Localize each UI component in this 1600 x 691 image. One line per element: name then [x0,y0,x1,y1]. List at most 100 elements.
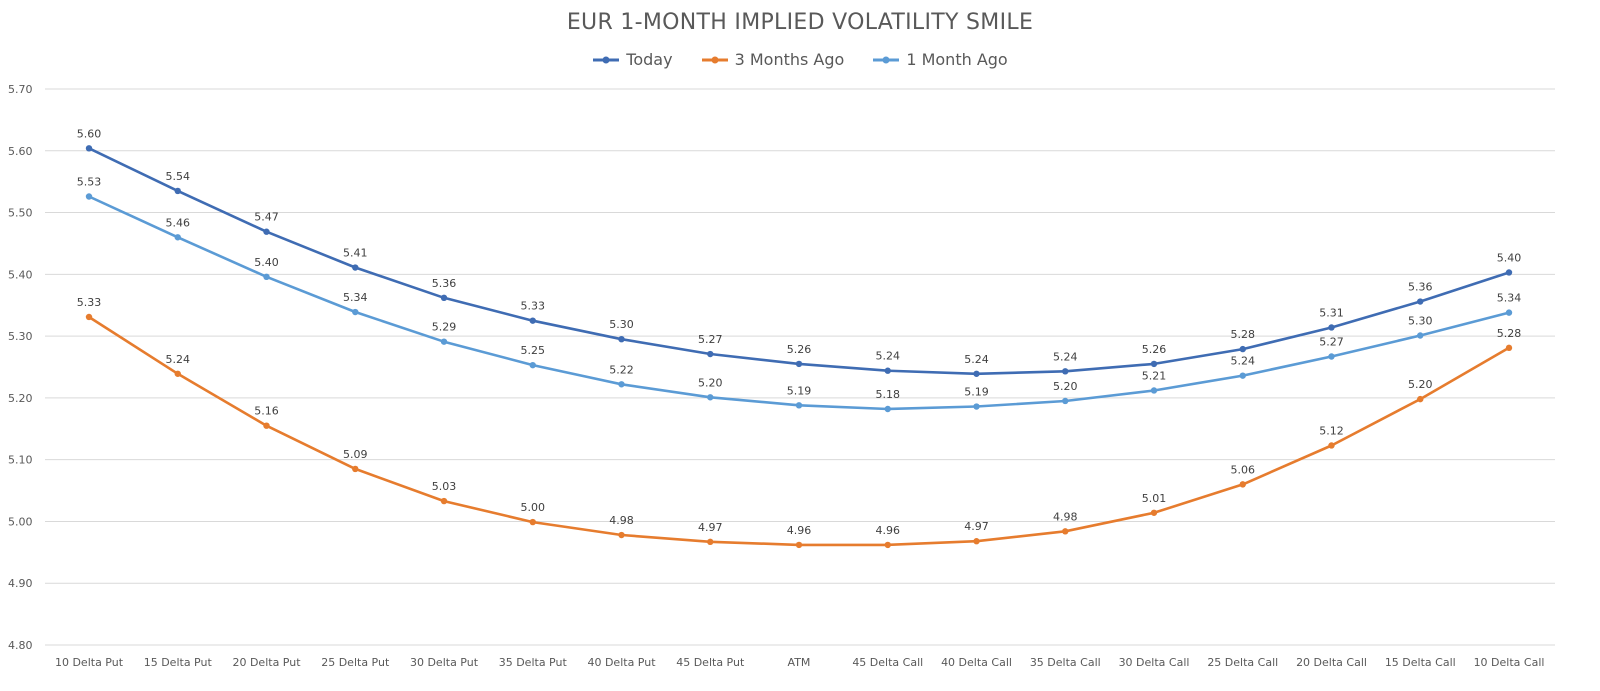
data-label-today: 5.24 [964,353,989,366]
data-label-3-months-ago: 4.96 [787,524,812,537]
data-label-1-month-ago: 5.19 [964,386,989,399]
point-1-month-ago [263,273,270,281]
chart-legend: Today 3 Months Ago 1 Month Ago [0,50,1600,69]
data-label-3-months-ago: 5.09 [343,448,368,461]
data-label-today: 5.26 [1142,343,1167,356]
point-1-month-ago [707,394,714,401]
legend-marker-1-month-ago [873,56,900,63]
data-label-1-month-ago: 5.24 [1231,355,1256,368]
data-label-1-month-ago: 5.46 [166,216,191,229]
point-3-months-ago [707,538,714,546]
data-label-1-month-ago: 5.53 [77,175,102,188]
data-label-3-months-ago: 5.03 [432,480,457,493]
point-today [973,370,980,377]
x-tick-label: 15 Delta Call [1385,656,1456,669]
x-tick-label: 30 Delta Put [410,656,479,669]
point-1-month-ago [1150,387,1158,394]
x-tick-label: ATM [788,656,811,669]
point-3-months-ago [1150,509,1158,516]
point-3-months-ago [352,465,359,473]
point-3-months-ago [263,422,270,429]
data-label-3-months-ago: 5.12 [1319,424,1344,437]
point-3-months-ago [1505,344,1513,352]
x-tick-label: 45 Delta Put [676,656,745,669]
data-label-1-month-ago: 5.30 [1408,314,1433,327]
x-tick-label: 40 Delta Put [587,656,656,669]
data-label-today: 5.24 [876,350,901,363]
point-3-months-ago [174,370,181,377]
series-line-today [88,147,1510,376]
y-tick-label: 5.50 [8,207,33,220]
data-label-today: 5.36 [432,277,457,290]
point-1-month-ago [1062,397,1069,405]
data-label-1-month-ago: 5.34 [343,291,368,304]
data-label-3-months-ago: 5.24 [166,353,191,366]
legend-dot-1-month-ago [882,56,890,63]
point-3-months-ago [973,538,980,545]
data-label-1-month-ago: 5.18 [876,388,901,401]
point-today [352,264,359,271]
data-label-today: 5.27 [698,333,723,346]
point-today [1239,345,1246,353]
data-label-3-months-ago: 5.06 [1231,463,1256,476]
data-label-today: 5.31 [1319,306,1344,319]
y-tick-label: 5.00 [8,515,33,528]
point-today [263,228,270,235]
x-tick-label: 45 Delta Call [852,656,923,669]
point-today [618,336,625,343]
point-1-month-ago [795,402,803,409]
point-1-month-ago [973,403,980,410]
data-label-today: 5.28 [1231,328,1256,341]
data-label-3-months-ago: 4.98 [1053,510,1078,523]
point-today [529,317,536,324]
x-tick-label: 40 Delta Call [941,656,1012,669]
point-3-months-ago [529,518,536,526]
y-tick-label: 5.10 [8,454,33,467]
x-tick-label: 20 Delta Put [232,656,301,669]
legend-dot-3-months-ago [711,56,719,63]
legend-marker-today [593,56,620,63]
y-tick-label: 5.70 [8,83,33,96]
data-label-1-month-ago: 5.20 [698,376,723,389]
x-tick-label: 25 Delta Put [321,656,390,669]
data-label-1-month-ago: 5.34 [1497,292,1522,305]
data-label-3-months-ago: 4.96 [876,524,901,537]
point-today [174,187,181,195]
data-label-1-month-ago: 5.19 [787,384,812,397]
data-label-today: 5.24 [1053,350,1078,363]
data-label-3-months-ago: 4.97 [698,521,723,534]
data-label-today: 5.54 [166,170,191,183]
legend-item-1-month-ago[interactable]: 1 Month Ago [872,50,1008,69]
legend-dot-today [602,56,610,63]
legend-label-3-months-ago: 3 Months Ago [734,50,845,69]
data-label-today: 5.26 [787,343,812,356]
y-tick-label: 5.40 [8,268,33,281]
legend-label-today: Today [626,50,673,69]
point-today [85,145,93,152]
x-tick-label: 35 Delta Call [1030,656,1101,669]
y-tick-label: 5.60 [8,145,33,158]
data-label-today: 5.47 [254,211,279,224]
point-1-month-ago [352,308,359,316]
data-label-3-months-ago: 5.33 [77,296,102,309]
point-1-month-ago [618,381,625,388]
chart-title: EUR 1-MONTH IMPLIED VOLATILITY SMILE [566,10,1034,35]
point-1-month-ago [529,361,536,369]
point-3-months-ago [440,497,448,505]
legend-item-3-months-ago[interactable]: 3 Months Ago [701,50,845,69]
point-today [1417,298,1424,305]
series-line-1-month-ago [88,195,1510,411]
point-today [795,360,803,368]
point-1-month-ago [884,405,891,413]
x-tick-label: 15 Delta Put [144,656,213,669]
point-1-month-ago [1239,372,1246,379]
y-tick-label: 5.30 [8,330,33,343]
point-1-month-ago [1417,332,1424,339]
point-today [884,367,891,374]
legend-item-today[interactable]: Today [592,50,673,69]
data-label-3-months-ago: 5.16 [254,405,279,418]
point-3-months-ago [1417,395,1424,403]
x-tick-label: 10 Delta Call [1474,656,1545,669]
y-tick-label: 4.80 [8,639,33,652]
legend-marker-3-months-ago [701,56,728,63]
